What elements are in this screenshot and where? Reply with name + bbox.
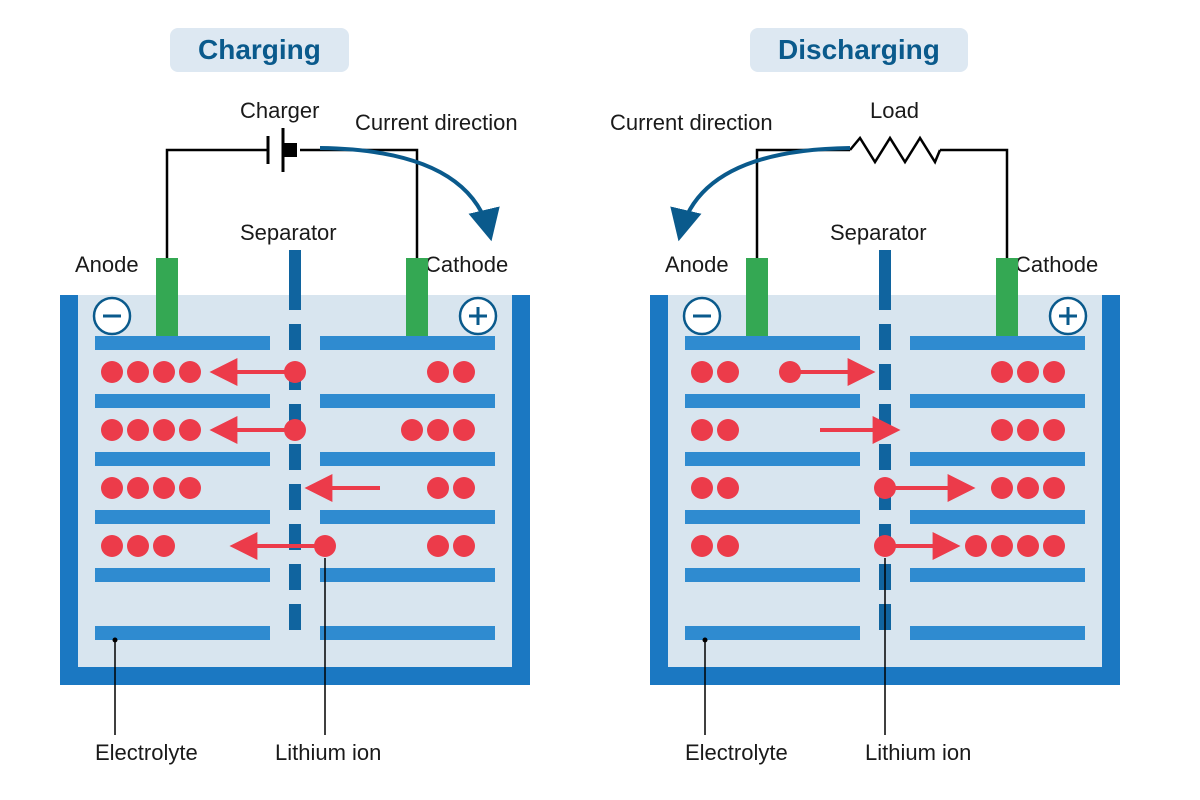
minus-sign [94,298,130,334]
discharging-cell [650,138,1120,735]
battery-diagram-svg [0,0,1200,800]
minus-sign [684,298,720,334]
external-circuit [167,128,417,258]
cathode-terminal [996,258,1018,336]
plus-sign [460,298,496,334]
external-circuit [757,138,1007,258]
charging-cell [60,128,530,735]
cathode-terminal [406,258,428,336]
anode-terminal [156,258,178,336]
current-arrow [320,148,490,235]
anode-terminal [746,258,768,336]
plus-sign [1050,298,1086,334]
current-arrow [680,148,850,235]
